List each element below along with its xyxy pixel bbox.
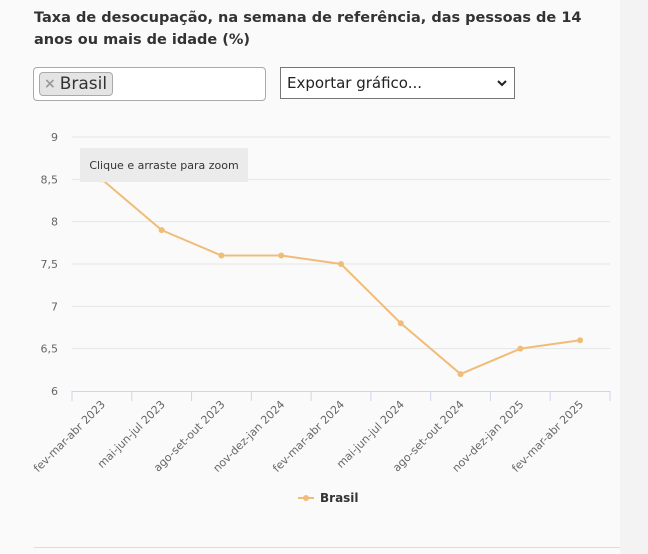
data-point	[457, 371, 464, 378]
location-tag[interactable]: × Brasil	[39, 72, 114, 96]
data-point	[338, 261, 344, 267]
location-filter-input[interactable]: × Brasil	[33, 67, 266, 101]
y-tick-label: 8	[51, 216, 58, 229]
y-tick-label: 8,5	[41, 173, 59, 186]
data-point	[517, 345, 524, 352]
y-tick-label: 6,5	[41, 343, 59, 356]
y-tick-label: 7,5	[41, 258, 59, 271]
data-point	[218, 252, 225, 259]
y-tick-label: 6	[51, 385, 58, 398]
location-tag-label: Brasil	[59, 74, 108, 94]
y-tick-label: 7	[51, 300, 58, 313]
data-point	[397, 320, 404, 327]
data-point	[577, 337, 584, 344]
bottom-divider	[34, 547, 620, 548]
legend-label: Brasil	[320, 491, 359, 505]
series-line	[101, 178, 581, 376]
chevron-down-icon	[497, 80, 507, 87]
chart-title: Taxa de desocupação, na semana de referê…	[34, 10, 582, 48]
legend-marker	[303, 495, 309, 501]
remove-tag-icon[interactable]: ×	[44, 76, 56, 92]
export-select-value: Exportar gráfico...	[287, 74, 423, 92]
export-chart-select[interactable]: Exportar gráfico...	[280, 67, 515, 99]
data-point	[278, 252, 285, 259]
chart-card: Taxa de desocupação, na semana de referê…	[0, 10, 620, 548]
data-point	[158, 227, 165, 234]
zoom-hint: Clique e arraste para zoom	[80, 148, 248, 182]
y-tick-label: 9	[51, 131, 58, 144]
